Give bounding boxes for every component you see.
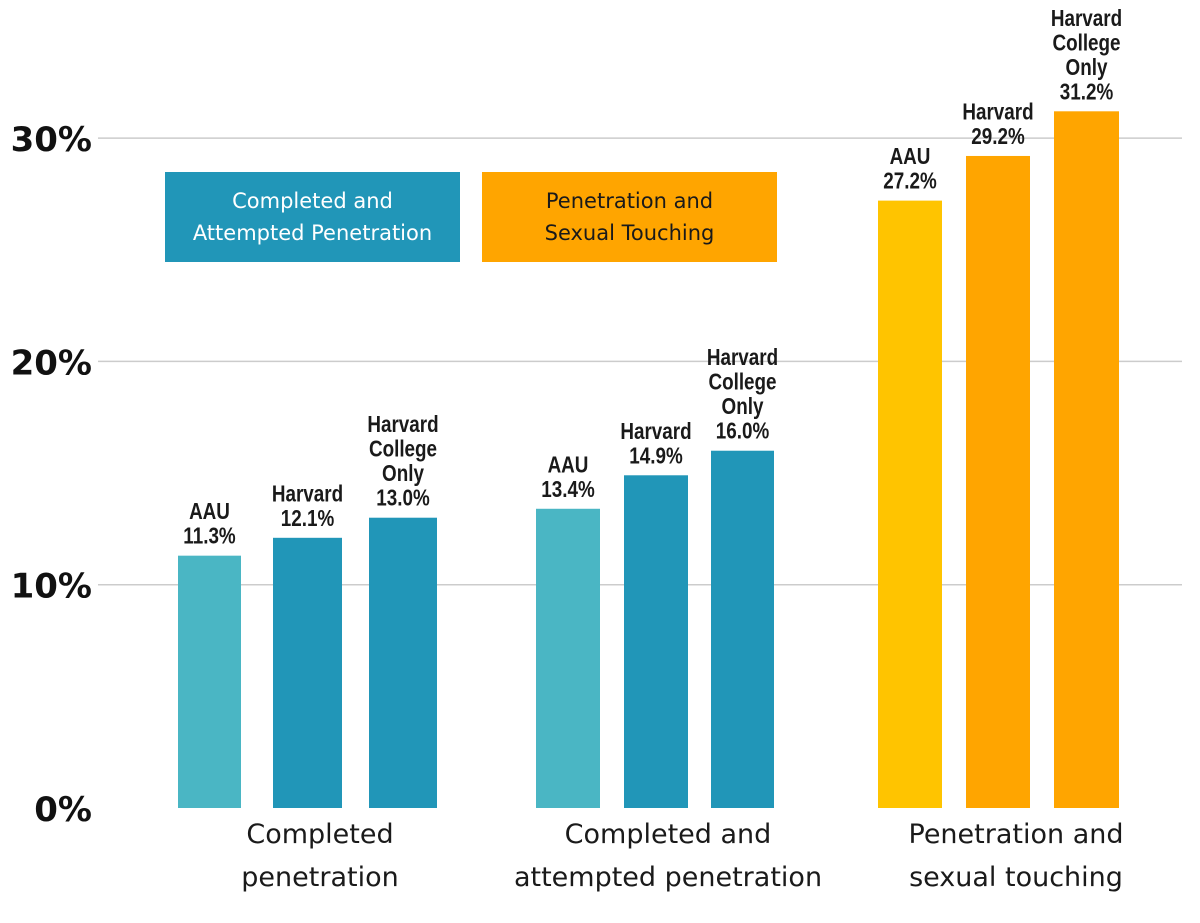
legend-penetration-sexual-touching: Penetration and Sexual Touching	[482, 172, 777, 262]
bar-label: 31.2%	[1060, 80, 1114, 105]
category-label: penetration	[241, 862, 398, 893]
bar-label: Only	[382, 462, 424, 487]
bar	[536, 508, 600, 808]
bar-label: 12.1%	[281, 506, 335, 531]
bar-label: Harvard	[707, 346, 778, 371]
bar-label: AAU	[890, 144, 931, 169]
bar	[1054, 111, 1119, 808]
bar-label: 11.3%	[183, 524, 236, 549]
bar-label: Harvard	[620, 419, 691, 444]
bar	[966, 155, 1030, 809]
bar-label: College	[369, 437, 437, 462]
bar-label: 13.4%	[541, 477, 595, 502]
bar-label: Only	[1066, 55, 1108, 80]
bar-label: 16.0%	[716, 419, 770, 444]
legend-line: Penetration and	[545, 189, 714, 213]
bar-label: AAU	[548, 453, 589, 478]
bar-label: 29.2%	[971, 124, 1025, 149]
legend-line: Completed and	[232, 189, 393, 213]
bar-label: Harvard	[962, 100, 1033, 125]
category-labels: Completed penetration Completed and attempt…	[241, 819, 1123, 893]
y-tick-label: 20%	[11, 343, 92, 383]
bar-label: Harvard	[1051, 6, 1122, 31]
category-label: Completed and	[565, 819, 772, 850]
bar-label: Harvard	[272, 482, 343, 507]
bar	[273, 537, 342, 808]
legend-line: Attempted Penetration	[192, 221, 433, 245]
category-label: Completed	[246, 819, 393, 850]
legend-line: Sexual Touching	[544, 221, 715, 245]
bar-label: 27.2%	[883, 169, 937, 194]
bar-labels: AAU11.3%Harvard12.1%HarvardCollegeOnly13…	[183, 6, 1122, 549]
bar	[711, 450, 774, 808]
category-label: sexual touching	[909, 862, 1123, 893]
bars	[178, 111, 1119, 809]
bar-label: Harvard	[367, 413, 438, 438]
y-axis-ticks: 0% 10% 20% 30%	[11, 120, 92, 830]
category-label: attempted penetration	[514, 862, 822, 893]
bar	[878, 200, 942, 808]
category-label: Penetration and	[909, 819, 1124, 850]
bar-label: 14.9%	[629, 444, 683, 469]
bar	[369, 517, 437, 808]
bar	[624, 475, 688, 808]
y-tick-label: 30%	[11, 120, 92, 160]
y-tick-label: 0%	[34, 790, 92, 830]
y-tick-label: 10%	[11, 567, 92, 607]
bar-label: Only	[722, 395, 764, 420]
legend-completed-attempted-penetration: Completed and Attempted Penetration	[165, 172, 460, 262]
bar-label: AAU	[189, 499, 230, 524]
bar	[178, 555, 241, 808]
bar-label: College	[1052, 31, 1120, 56]
bar-label: College	[708, 370, 776, 395]
bar-label: 13.0%	[376, 486, 430, 511]
